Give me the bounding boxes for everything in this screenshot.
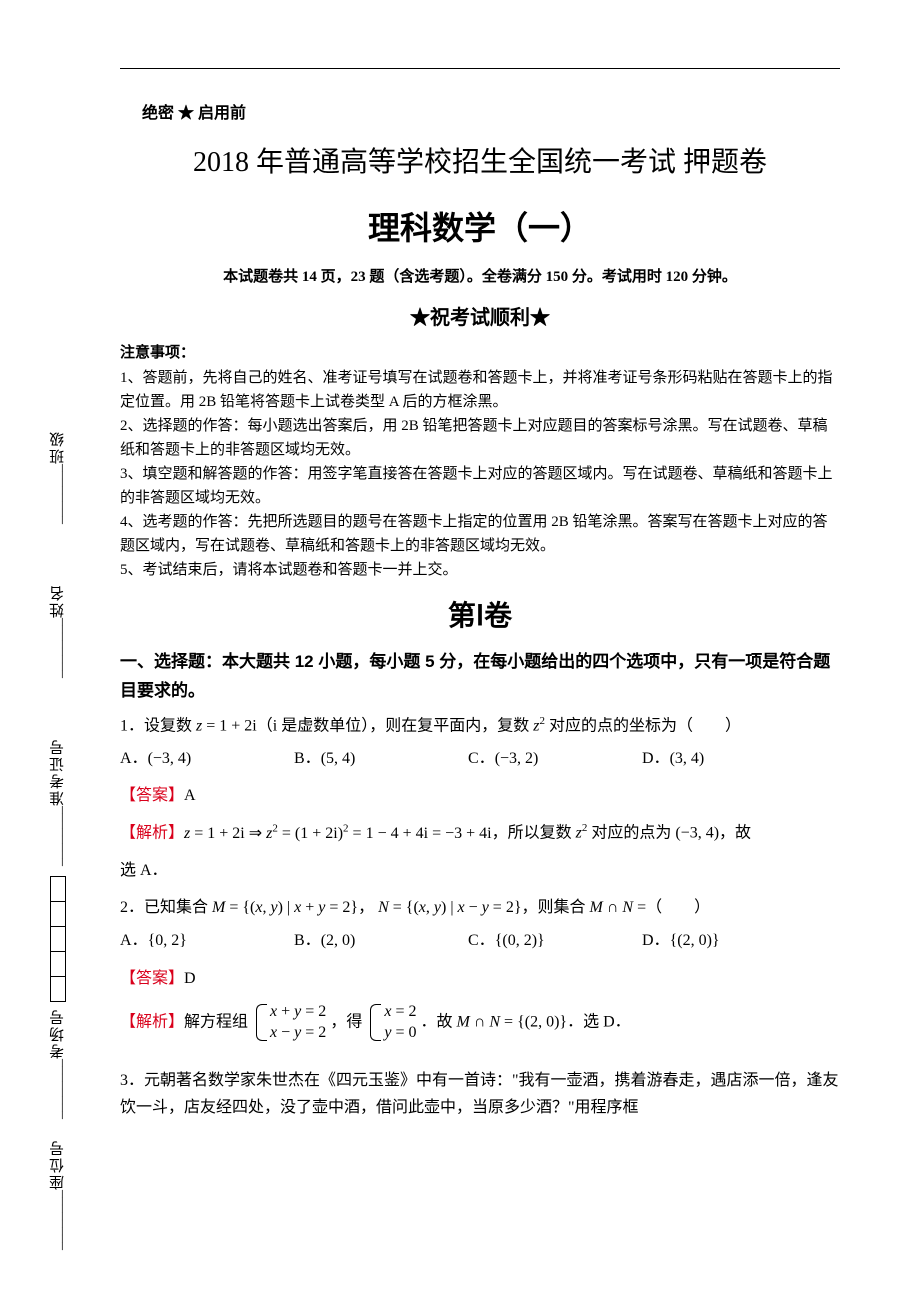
q1-options: A．(−3, 4) B．(5, 4) C．(−3, 2) D．(3, 4) bbox=[120, 745, 840, 772]
q1-ana-t3: ，故 bbox=[719, 825, 751, 842]
analysis-tag: 【解析】 bbox=[120, 1013, 184, 1030]
q1-mid: （i 是虚数单位），则在复平面内，复数 bbox=[257, 717, 533, 734]
q2-post: ，则集合 bbox=[522, 899, 590, 916]
q2-opt-d: {(2, 0)} bbox=[670, 927, 720, 954]
answer-tag: 【答案】 bbox=[120, 787, 184, 804]
q2-opt-b: (2, 0) bbox=[321, 927, 356, 954]
q1-ana-t2: 对应的点为 bbox=[587, 825, 675, 842]
side-underline: ________ bbox=[49, 618, 66, 678]
q2-system1: x + y = 2 x − y = 2 bbox=[256, 1002, 326, 1044]
q3-stem: 3．元朝著名数学家朱世杰在《四元玉鉴》中有一首诗："我有一壶酒，携着游春走，遇店… bbox=[120, 1067, 840, 1121]
q2-answer: 【答案】D bbox=[120, 965, 840, 992]
q2-analysis: 【解析】解方程组 x + y = 2 x − y = 2 ，得 x = 2 y … bbox=[120, 1002, 840, 1044]
q2-ana-p2: ．选 D． bbox=[567, 1013, 631, 1030]
side-label-name: 姓名 bbox=[47, 584, 68, 618]
main-content: 绝密 ★ 启用前 2018 年普通高等学校招生全国统一考试 押题卷 理科数学（一… bbox=[120, 100, 840, 1128]
q2-ana-res: M ∩ N = {(2, 0)} bbox=[456, 1013, 567, 1030]
paper-info: 本试题卷共 14 页，23 题（含选考题）。全卷满分 150 分。考试用时 12… bbox=[120, 265, 840, 291]
q2-opt-c: {(0, 2)} bbox=[495, 927, 545, 954]
notice-item: 5、考试结束后，请将本试题卷和答题卡一并上交。 bbox=[120, 558, 840, 582]
side-underline: ________ bbox=[49, 1059, 66, 1119]
q1-analysis-l2: 选 A． bbox=[120, 857, 840, 884]
notice-title: 注意事项： bbox=[120, 341, 840, 367]
q2-MN: M ∩ N bbox=[590, 899, 634, 916]
q1-ana-t1: ，所以复数 bbox=[492, 825, 576, 842]
binding-column: ________ 座位号 ________ 考场号 ________ 准考证号 … bbox=[30, 100, 85, 1250]
q2-mid: ， bbox=[358, 899, 378, 916]
answer-tag: 【答案】 bbox=[120, 970, 184, 987]
q1-opt-c: (−3, 2) bbox=[495, 745, 539, 772]
q1-opt-d: (3, 4) bbox=[670, 745, 705, 772]
q2-pre: 2．已知集合 bbox=[120, 899, 212, 916]
notice-item: 3、填空题和解答题的作答：用签字笔直接答在答题卡上对应的答题区域内。写在试题卷、… bbox=[120, 462, 840, 510]
q1-opt-a: (−3, 4) bbox=[148, 745, 192, 772]
q2-ana-p1: ．故 bbox=[420, 1013, 456, 1030]
side-label-seat: 座位号 bbox=[47, 1139, 68, 1190]
q2-M: M = {(x, y) | x + y = 2} bbox=[212, 899, 358, 916]
side-underline: ________ bbox=[49, 1190, 66, 1250]
q2-end: =（ ） bbox=[633, 899, 710, 916]
goodluck: ★祝考试顺利★ bbox=[120, 301, 840, 335]
side-label-class: 班级 bbox=[47, 430, 68, 464]
q2-stem: 2．已知集合 M = {(x, y) | x + y = 2}， N = {(x… bbox=[120, 894, 840, 921]
q2-answer-val: D bbox=[184, 970, 196, 987]
q2-N: N = {(x, y) | x − y = 2} bbox=[378, 899, 521, 916]
title-subject: 理科数学（一） bbox=[120, 201, 840, 255]
q2-ana-pre: 解方程组 bbox=[184, 1013, 248, 1030]
q1-post: 对应的点的坐标为（ ） bbox=[545, 717, 741, 734]
notice-item: 4、选考题的作答：先把所选题目的题号在答题卡上指定的位置用 2B 铅笔涂黑。答案… bbox=[120, 510, 840, 558]
side-label-examid: 准考证号 bbox=[47, 738, 68, 806]
section-title: 一、选择题：本大题共 12 小题，每小题 5 分，在每小题给出的四个选项中，只有… bbox=[120, 648, 840, 706]
q1-analysis: 【解析】z = 1 + 2i ⇒ z2 = (1 + 2i)2 = 1 − 4 … bbox=[120, 819, 840, 847]
q1-math: z = 1 + 2i bbox=[196, 717, 257, 734]
secret-line: 绝密 ★ 启用前 bbox=[142, 100, 840, 127]
q1-answer-val: A bbox=[184, 787, 196, 804]
analysis-tag: 【解析】 bbox=[120, 825, 184, 842]
side-grid bbox=[50, 876, 66, 1002]
q2-ana-mid: ，得 bbox=[330, 1013, 362, 1030]
q2-options: A．{0, 2} B．(2, 0) C．{(0, 2)} D．{(2, 0)} bbox=[120, 927, 840, 954]
q1-opt-b: (5, 4) bbox=[321, 745, 356, 772]
volume-title: 第Ⅰ卷 bbox=[120, 592, 840, 640]
notice-item: 1、答题前，先将自己的姓名、准考证号填写在试题卷和答题卡上，并将准考证号条形码粘… bbox=[120, 366, 840, 414]
top-rule bbox=[120, 68, 840, 69]
q2-system2: x = 2 y = 0 bbox=[370, 1002, 416, 1044]
title-main: 2018 年普通高等学校招生全国统一考试 押题卷 bbox=[120, 139, 840, 187]
q1-ana-pt: (−3, 4) bbox=[675, 825, 719, 842]
q1-stem: 1．设复数 z = 1 + 2i（i 是虚数单位），则在复平面内，复数 z2 对… bbox=[120, 712, 840, 740]
notice-item: 2、选择题的作答：每小题选出答案后，用 2B 铅笔把答题卡上对应题目的答案标号涂… bbox=[120, 414, 840, 462]
q1-answer: 【答案】A bbox=[120, 782, 840, 809]
q1-ana-math: z = 1 + 2i ⇒ z2 = (1 + 2i)2 = 1 − 4 + 4i… bbox=[184, 825, 492, 842]
q2-opt-a: {0, 2} bbox=[148, 927, 187, 954]
side-underline: ________ bbox=[49, 464, 66, 524]
side-label-room: 考场号 bbox=[47, 1008, 68, 1059]
q1-pre: 1．设复数 bbox=[120, 717, 196, 734]
side-underline: ________ bbox=[49, 806, 66, 866]
